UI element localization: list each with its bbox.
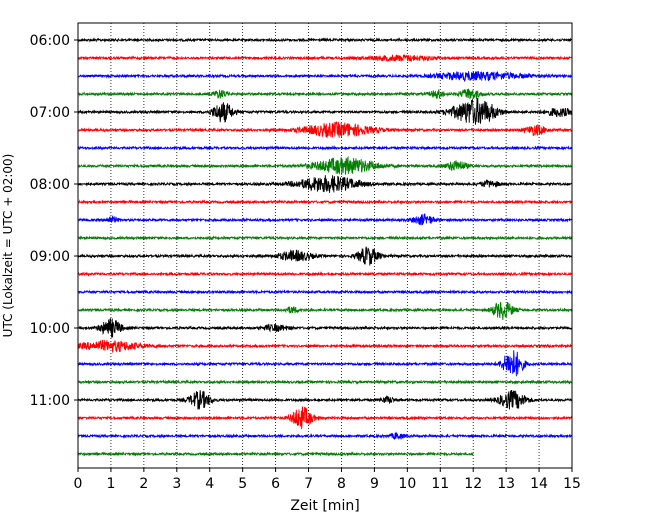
trace-0745 xyxy=(77,155,573,175)
x-axis-ticks: 0 1 2 3 4 5 6 7 8 9 10 11 12 13 14 15 xyxy=(74,468,581,492)
x-tick-label: 8 xyxy=(337,476,346,492)
x-tick-label: 6 xyxy=(271,476,280,492)
trace-0645 xyxy=(77,88,573,100)
y-axis-ticks: 06:00 07:00 08:00 09:00 10:00 11:00 xyxy=(30,33,78,409)
trace-0800 xyxy=(77,175,573,193)
x-tick-label: 10 xyxy=(398,476,416,492)
x-tick-label: 9 xyxy=(370,476,379,492)
y-tick-label: 07:00 xyxy=(30,105,70,121)
x-tick-label: 1 xyxy=(106,476,115,492)
vertical-grid xyxy=(110,23,540,468)
x-tick-label: 13 xyxy=(497,476,515,492)
trace-1000 xyxy=(77,318,573,338)
trace-0700 xyxy=(77,97,573,125)
y-tick-label: 09:00 xyxy=(30,249,70,265)
y-tick-label: 06:00 xyxy=(30,33,70,49)
trace-0815 xyxy=(77,199,573,205)
trace-0845 xyxy=(77,235,573,241)
trace-0830 xyxy=(77,213,573,226)
x-tick-label: 3 xyxy=(172,476,181,492)
x-tick-label: 15 xyxy=(563,476,581,492)
trace-0730 xyxy=(77,145,573,151)
trace-1045 xyxy=(77,379,573,385)
plot-frame xyxy=(77,22,573,469)
x-tick-label: 0 xyxy=(74,476,83,492)
trace-0915 xyxy=(77,271,573,277)
x-tick-label: 7 xyxy=(304,476,313,492)
trace-1030 xyxy=(77,350,573,377)
x-tick-label: 5 xyxy=(238,476,247,492)
y-axis-label: UTC (Lokalzeit = UTC + 02:00) xyxy=(1,154,15,338)
y-tick-label: 11:00 xyxy=(30,393,70,409)
trace-1115 xyxy=(77,406,573,430)
x-tick-label: 4 xyxy=(205,476,214,492)
trace-0600 xyxy=(77,37,573,43)
trace-1145 xyxy=(77,451,474,457)
trace-0900 xyxy=(77,246,573,266)
x-tick-label: 14 xyxy=(530,476,548,492)
trace-0630 xyxy=(77,71,573,83)
x-tick-label: 12 xyxy=(464,476,482,492)
trace-1100 xyxy=(77,389,573,410)
trace-0715 xyxy=(77,121,573,139)
trace-0615 xyxy=(77,54,573,63)
trace-0945 xyxy=(77,301,573,320)
trace-1015 xyxy=(77,339,573,354)
y-tick-label: 08:00 xyxy=(30,177,70,193)
trace-0930 xyxy=(77,289,573,295)
seismogram-traces xyxy=(77,37,573,457)
y-tick-label: 10:00 xyxy=(30,321,70,337)
x-tick-label: 11 xyxy=(431,476,449,492)
x-axis-label: Zeit [min] xyxy=(290,498,359,514)
x-tick-label: 2 xyxy=(139,476,148,492)
trace-1130 xyxy=(77,431,573,440)
